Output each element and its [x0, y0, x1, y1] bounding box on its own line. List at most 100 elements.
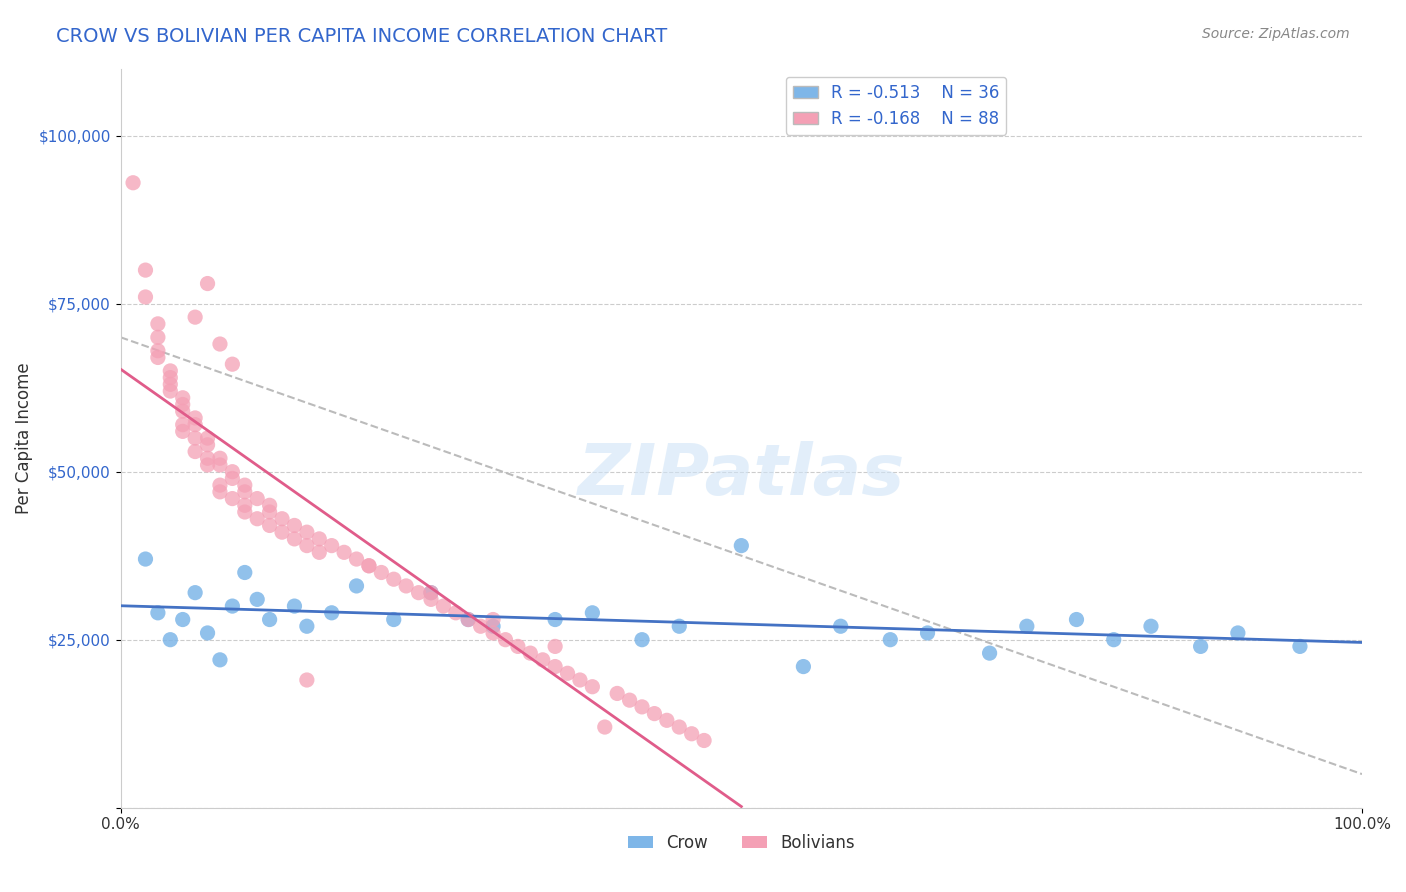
Point [482, 619, 505, 633]
Point [593, 720, 616, 734]
Point [420, 585, 443, 599]
Point [606, 686, 628, 700]
Point [259, 613, 281, 627]
Point [531, 653, 554, 667]
Point [172, 425, 194, 439]
Point [830, 619, 852, 633]
Point [1102, 632, 1125, 647]
Point [134, 290, 156, 304]
Point [581, 606, 603, 620]
Point [1226, 626, 1249, 640]
Point [197, 451, 219, 466]
Point [233, 505, 256, 519]
Text: ZIPatlas: ZIPatlas [578, 441, 905, 509]
Point [655, 714, 678, 728]
Point [134, 263, 156, 277]
Point [208, 484, 231, 499]
Point [134, 552, 156, 566]
Point [197, 458, 219, 472]
Point [333, 545, 356, 559]
Point [159, 377, 181, 392]
Point [792, 659, 814, 673]
Point [382, 572, 405, 586]
Point [357, 558, 380, 573]
Point [221, 357, 243, 371]
Point [233, 478, 256, 492]
Point [246, 491, 269, 506]
Point [283, 599, 305, 613]
Point [357, 558, 380, 573]
Point [619, 693, 641, 707]
Point [1140, 619, 1163, 633]
Point [208, 458, 231, 472]
Point [457, 613, 479, 627]
Point [482, 626, 505, 640]
Point [295, 673, 318, 687]
Point [308, 532, 330, 546]
Point [506, 640, 529, 654]
Point [346, 579, 368, 593]
Point [184, 444, 207, 458]
Point [631, 699, 654, 714]
Point [730, 539, 752, 553]
Point [246, 512, 269, 526]
Point [159, 384, 181, 398]
Point [668, 720, 690, 734]
Point [197, 438, 219, 452]
Point [668, 619, 690, 633]
Point [544, 659, 567, 673]
Point [321, 606, 343, 620]
Point [233, 498, 256, 512]
Point [482, 613, 505, 627]
Point [208, 478, 231, 492]
Point [271, 525, 294, 540]
Point [172, 391, 194, 405]
Point [979, 646, 1001, 660]
Point [197, 626, 219, 640]
Point [681, 727, 703, 741]
Point [568, 673, 591, 687]
Point [208, 451, 231, 466]
Point [233, 566, 256, 580]
Point [631, 632, 654, 647]
Point [295, 619, 318, 633]
Point [246, 592, 269, 607]
Point [444, 606, 467, 620]
Point [146, 343, 169, 358]
Point [172, 397, 194, 411]
Point [184, 411, 207, 425]
Point [308, 545, 330, 559]
Point [159, 632, 181, 647]
Point [544, 613, 567, 627]
Point [221, 599, 243, 613]
Point [470, 619, 492, 633]
Point [295, 539, 318, 553]
Point [408, 585, 430, 599]
Point [159, 364, 181, 378]
Point [346, 552, 368, 566]
Point [184, 431, 207, 445]
Point [172, 404, 194, 418]
Point [283, 518, 305, 533]
Point [283, 532, 305, 546]
Point [122, 176, 145, 190]
Point [184, 417, 207, 432]
Point [172, 613, 194, 627]
Point [1015, 619, 1038, 633]
Point [259, 505, 281, 519]
Point [1066, 613, 1088, 627]
Point [172, 417, 194, 432]
Point [420, 592, 443, 607]
Point [184, 585, 207, 599]
Point [395, 579, 418, 593]
Point [159, 370, 181, 384]
Point [321, 539, 343, 553]
Point [184, 310, 207, 325]
Point [420, 585, 443, 599]
Point [259, 498, 281, 512]
Point [208, 337, 231, 351]
Point [457, 613, 479, 627]
Point [221, 465, 243, 479]
Point [146, 351, 169, 365]
Point [917, 626, 939, 640]
